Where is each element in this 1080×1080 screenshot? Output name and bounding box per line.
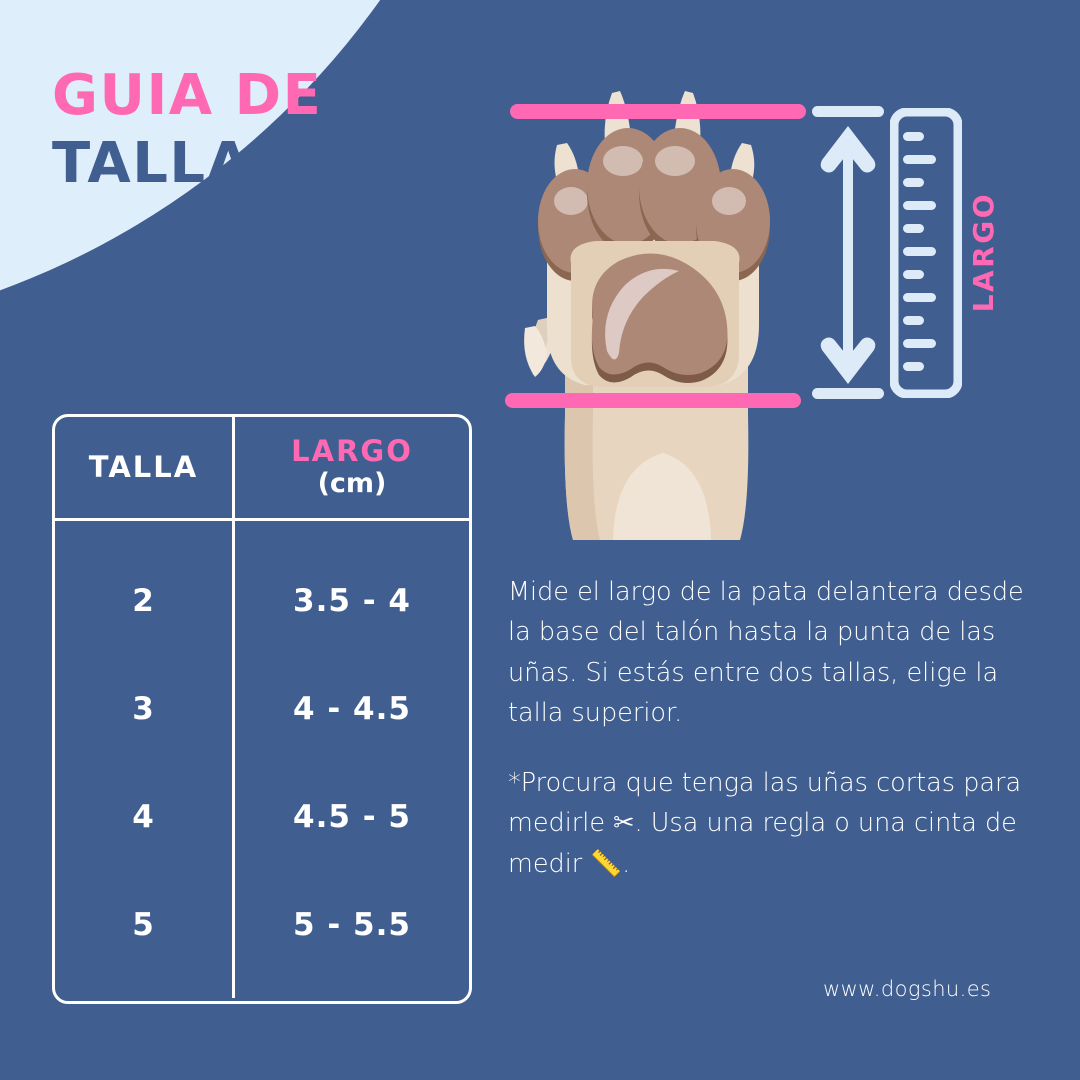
ruler-emoji-icon: 📏: [590, 848, 623, 879]
table-row: 4: [132, 798, 155, 835]
double-arrow-vertical-icon: [820, 126, 876, 384]
scissors-icon: ✂: [613, 808, 635, 839]
title-line-tallas: TALLAS: [52, 131, 294, 197]
website-url: www.dogshu.es: [823, 977, 992, 1001]
largo-vertical-label: LARGO: [967, 192, 1000, 313]
instructions-block: Mide el largo de la pata delantera desde…: [508, 572, 1028, 884]
ruler-icon: [890, 108, 962, 398]
instructions-p2-pre: *Procura que tenga las uñas cortas para …: [508, 768, 1022, 839]
table-header-row: TALLA LARGO (cm): [55, 417, 469, 521]
table-row: 4 - 4.5: [293, 690, 411, 727]
table-row: 3: [132, 690, 155, 727]
page-title: GUIA DE TALLAS: [52, 62, 322, 199]
measurement-line-bottom: [505, 393, 801, 408]
table-column-largo: 3.5 - 4 4 - 4.5 4.5 - 5 5 - 5.5: [235, 521, 469, 998]
table-header-largo-unit: (cm): [317, 467, 387, 499]
instructions-p2-end: .: [622, 848, 631, 879]
table-row: 2: [132, 582, 155, 619]
title-line-guia-de: GUIA DE: [52, 63, 323, 128]
instructions-paragraph-2: *Procura que tenga las uñas cortas para …: [508, 763, 1028, 884]
table-row: 5 - 5.5: [293, 906, 411, 943]
instructions-p2-mid: . Usa una regla o una cinta de medir: [508, 808, 1017, 879]
table-row: 5: [132, 906, 155, 943]
instructions-paragraph-1: Mide el largo de la pata delantera desde…: [508, 577, 1024, 728]
measurement-line-top: [510, 104, 806, 119]
table-row: 3.5 - 4: [293, 582, 411, 619]
table-header-largo-label: LARGO: [291, 434, 413, 469]
table-header-talla: TALLA: [55, 417, 235, 518]
table-row: 4.5 - 5: [293, 798, 411, 835]
table-header-talla-label: TALLA: [88, 450, 199, 485]
dog-paw-icon: [524, 91, 770, 540]
table-header-largo: LARGO (cm): [235, 417, 469, 518]
measurement-cap-top: [812, 106, 884, 117]
table-body: 2 3 4 5 3.5 - 4 4 - 4.5 4.5 - 5 5 - 5.5: [55, 521, 469, 998]
measurement-cap-bottom: [812, 388, 884, 399]
size-table: TALLA LARGO (cm) 2 3 4 5 3.5 - 4 4 - 4.5: [52, 414, 472, 1004]
table-column-talla: 2 3 4 5: [55, 521, 235, 998]
